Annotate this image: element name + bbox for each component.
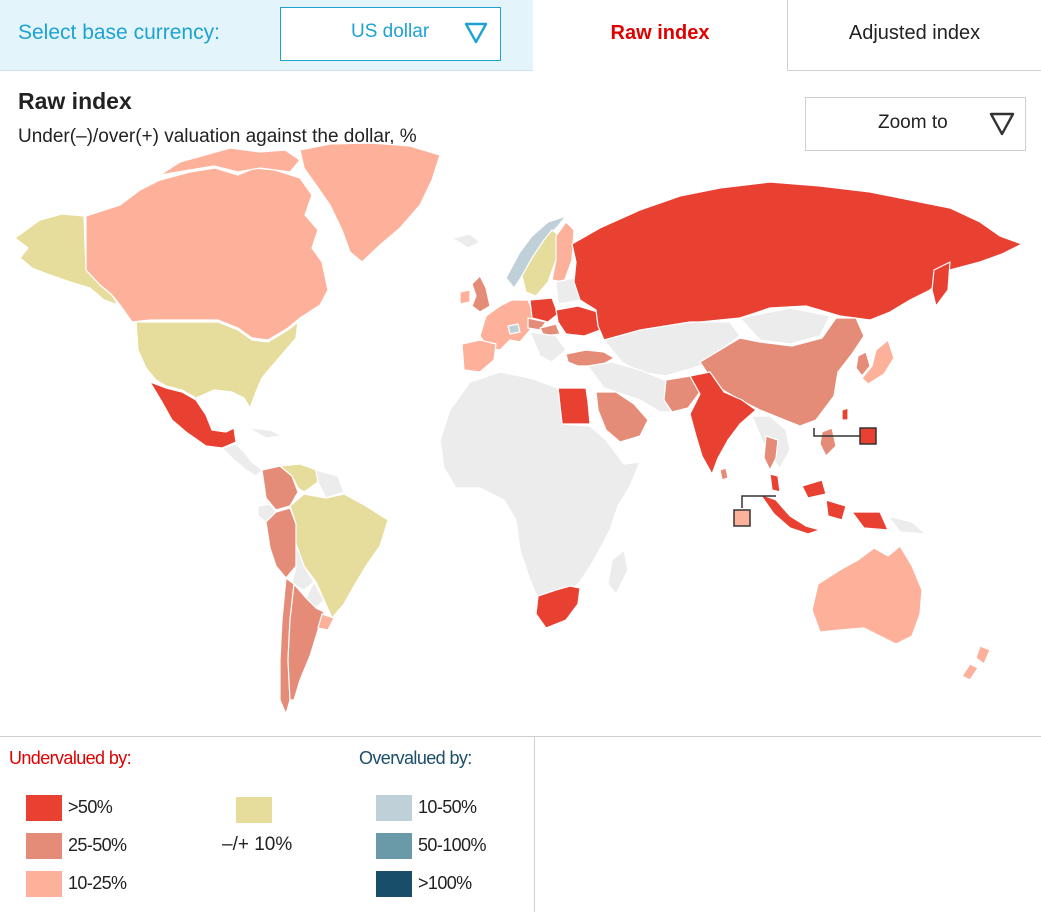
country-turkey[interactable] [565, 349, 615, 367]
country-ireland [459, 289, 471, 305]
legend-undervalued-title: Undervalued by: [9, 748, 132, 768]
country-madagascar [607, 549, 629, 595]
legend-swatch-over-10-50 [376, 795, 412, 821]
zoom-select-value: Zoom to [878, 112, 948, 133]
region-russia-east [931, 261, 951, 307]
region-africa [439, 371, 641, 605]
legend-swatch-under-10-25 [26, 871, 62, 897]
country-new-zealand[interactable] [961, 645, 991, 681]
legend-label-under-10-25: 10-25% [68, 873, 127, 893]
country-uruguay[interactable] [317, 613, 335, 631]
legend-overvalued-title: Overvalued by: [359, 748, 472, 768]
country-hungary[interactable] [539, 323, 561, 337]
country-japan[interactable] [861, 339, 895, 385]
country-bolivia [291, 543, 315, 591]
country-philippines[interactable] [819, 427, 837, 457]
chevron-down-icon [464, 22, 488, 44]
country-czech[interactable] [527, 317, 547, 331]
legend-label-over-10-50: 10-50% [418, 797, 477, 817]
region-caribbean [247, 427, 283, 439]
country-thailand[interactable] [763, 435, 779, 471]
country-iceland [451, 233, 481, 249]
country-greenland [299, 142, 441, 263]
country-indonesia[interactable] [759, 493, 889, 535]
currency-label: Select base currency: [18, 21, 220, 44]
country-russia[interactable] [571, 181, 1023, 347]
legend-label-under-25-50: 25-50% [68, 835, 127, 855]
currency-select-value: US dollar [351, 21, 430, 42]
country-alaska[interactable] [14, 213, 119, 306]
country-australia[interactable] [811, 545, 923, 645]
chevron-down-icon [989, 112, 1015, 136]
tab-adjusted-index[interactable]: Adjusted index [787, 0, 1041, 71]
callout-singapore[interactable] [733, 495, 776, 527]
legend-label-under-50: >50% [68, 797, 113, 817]
legend-label-neutral: –/+ 10% [222, 834, 293, 855]
legend-swatch-over-50-100 [376, 833, 412, 859]
country-egypt[interactable] [557, 387, 591, 425]
country-usa[interactable] [135, 321, 299, 409]
country-saudi-arabia[interactable] [595, 391, 649, 443]
page-title: Raw index [18, 88, 132, 114]
legend-label-over-100: >100% [418, 873, 472, 893]
currency-panel: Select base currency: US dollar [0, 0, 533, 71]
country-switzerland[interactable] [507, 323, 521, 335]
country-venezuela[interactable] [279, 463, 319, 493]
legend-swatch-neutral [236, 797, 272, 823]
region-central-america [221, 443, 263, 477]
country-taiwan[interactable] [841, 407, 849, 421]
country-mongolia [739, 307, 831, 345]
country-korea[interactable] [855, 351, 871, 377]
page-subtitle: Under(–)/over(+) valuation against the d… [18, 126, 417, 147]
tab-raw-index[interactable]: Raw index [533, 0, 787, 71]
legend-divider [0, 736, 1041, 737]
legend-divider-vertical [534, 736, 535, 912]
country-india[interactable] [689, 371, 757, 475]
country-argentina[interactable] [287, 583, 325, 701]
country-papua-new-guinea [887, 515, 927, 535]
country-mexico[interactable] [149, 381, 237, 449]
top-bar: Select base currency: US dollar Raw inde… [0, 0, 1041, 71]
country-poland[interactable] [529, 297, 559, 323]
country-finland [551, 221, 575, 283]
region-iberia[interactable] [461, 339, 497, 373]
country-malaysia[interactable] [769, 473, 827, 499]
country-ukraine[interactable] [555, 305, 601, 337]
world-map [14, 142, 1023, 715]
base-currency-select[interactable]: US dollar [280, 7, 501, 61]
country-canada-islands[interactable] [159, 147, 301, 176]
country-south-africa[interactable] [535, 585, 581, 629]
country-sri-lanka[interactable] [719, 467, 729, 481]
legend-label-over-50-100: 50-100% [418, 835, 486, 855]
region-guyanas [315, 469, 345, 499]
legend-swatch-under-50 [26, 795, 62, 821]
zoom-to-select[interactable]: Zoom to [805, 97, 1026, 151]
legend-swatch-over-100 [376, 871, 412, 897]
callout-hong-kong[interactable] [813, 427, 877, 445]
legend-swatch-under-25-50 [26, 833, 62, 859]
country-uk[interactable] [471, 275, 491, 313]
country-canada[interactable] [85, 167, 329, 341]
region-balkans [529, 331, 567, 363]
